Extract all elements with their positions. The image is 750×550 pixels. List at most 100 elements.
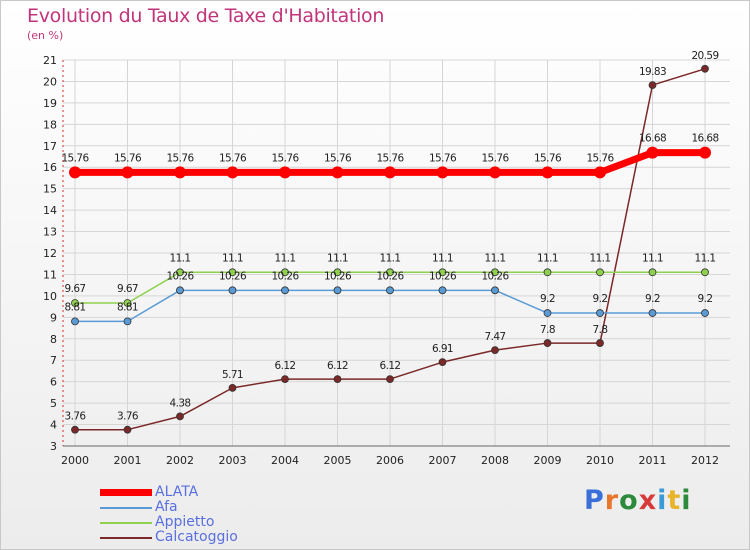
- data-point-afa: [281, 286, 289, 295]
- data-label-alata: 16.68: [639, 133, 666, 145]
- data-label-afa: 10.26: [166, 270, 194, 282]
- series-group: [69, 64, 711, 434]
- legend-label: Calcatoggio: [155, 529, 238, 545]
- data-point-afa: [71, 317, 79, 326]
- data-point-calcatoggio: [543, 339, 552, 347]
- data-label-afa: 10.26: [376, 270, 404, 282]
- data-point-afa: [176, 286, 184, 295]
- y-tick-label: 9: [50, 311, 57, 324]
- data-point-appietto: [386, 268, 394, 277]
- data-label-alata: 15.76: [219, 152, 247, 164]
- data-point-alata: [489, 166, 501, 179]
- y-tick-label: 14: [43, 204, 57, 217]
- y-tick-label: 20: [43, 75, 57, 88]
- data-point-alata: [121, 166, 134, 179]
- data-point-calcatoggio: [701, 64, 709, 73]
- data-label-calcatoggio: 19.83: [639, 66, 666, 78]
- data-point-afa: [491, 286, 499, 295]
- data-label-afa: 10.26: [429, 270, 457, 282]
- data-point-appietto: [701, 268, 709, 277]
- x-tick-label: 2001: [114, 454, 142, 467]
- y-tick-label: 11: [43, 268, 57, 281]
- data-label-alata: 15.76: [271, 152, 299, 164]
- data-point-afa: [333, 286, 342, 295]
- data-point-calcatoggio: [438, 358, 447, 367]
- data-label-alata: 15.76: [429, 152, 457, 164]
- data-label-appietto: 11.1: [432, 252, 453, 264]
- data-point-alata: [646, 146, 659, 159]
- data-point-appietto: [333, 268, 342, 277]
- data-label-calcatoggio: 6.91: [432, 343, 453, 355]
- data-point-calcatoggio: [123, 425, 132, 434]
- data-label-appietto: 11.1: [537, 252, 558, 264]
- data-point-appietto: [71, 299, 79, 307]
- data-label-appietto: 9.67: [117, 283, 138, 295]
- data-label-afa: 10.26: [324, 270, 352, 282]
- data-label-calcatoggio: 3.76: [117, 411, 139, 423]
- data-label-calcatoggio: 7.8: [540, 324, 555, 336]
- data-label-appietto: 11.1: [642, 252, 663, 264]
- data-label-afa: 10.26: [219, 270, 247, 282]
- data-point-calcatoggio: [228, 383, 237, 392]
- data-label-appietto: 11.1: [590, 252, 611, 264]
- data-point-alata: [594, 166, 606, 179]
- data-label-alata: 15.76: [114, 152, 142, 164]
- data-point-calcatoggio: [596, 339, 604, 347]
- data-point-afa: [701, 309, 709, 317]
- data-point-calcatoggio: [176, 412, 184, 421]
- data-point-afa: [543, 309, 552, 317]
- data-label-appietto: 11.1: [695, 252, 716, 264]
- data-point-afa: [123, 317, 132, 326]
- x-tick-label: 2000: [61, 454, 89, 467]
- data-point-alata: [331, 166, 344, 179]
- legend-swatch: [100, 522, 152, 524]
- data-label-afa: 8.81: [117, 301, 138, 313]
- data-label-alata: 15.76: [534, 152, 562, 164]
- data-label-alata: 15.76: [166, 152, 194, 164]
- data-label-afa: 10.26: [481, 270, 509, 282]
- x-tick-label: 2006: [376, 454, 404, 467]
- legend-label: Afa: [155, 499, 178, 515]
- x-tick-label: 2005: [324, 454, 352, 467]
- data-label-alata: 16.68: [691, 133, 718, 145]
- data-point-appietto: [281, 268, 289, 277]
- data-point-calcatoggio: [648, 81, 657, 89]
- y-tick-label: 21: [43, 54, 57, 67]
- data-label-alata: 15.76: [324, 152, 352, 164]
- y-tick-label: 18: [43, 118, 57, 131]
- chart-subtitle: (en %): [27, 29, 64, 42]
- data-point-afa: [228, 286, 237, 295]
- data-point-appietto: [228, 268, 237, 277]
- data-label-afa: 9.2: [593, 293, 608, 305]
- legend-swatch: [100, 507, 152, 509]
- data-label-appietto: 11.1: [485, 252, 506, 264]
- data-point-alata: [174, 166, 186, 179]
- x-tick-label: 2009: [534, 454, 562, 467]
- data-label-calcatoggio: 3.76: [65, 411, 87, 423]
- y-tick-label: 15: [43, 183, 57, 196]
- data-point-calcatoggio: [281, 375, 289, 383]
- y-tick-label: 8: [50, 333, 57, 346]
- data-label-alata: 15.76: [481, 152, 509, 164]
- data-labels: 3.76 3.76 4.38 5.71 6.12 6.12 6.12 6.91 7.47 7.8 7…: [61, 50, 719, 423]
- data-point-appietto: [176, 268, 184, 277]
- data-point-afa: [438, 286, 447, 295]
- data-point-alata: [436, 166, 449, 179]
- data-point-afa: [596, 309, 604, 317]
- data-label-calcatoggio: 6.12: [380, 360, 401, 372]
- data-label-appietto: 11.1: [222, 252, 243, 264]
- chart-title: Evolution du Taux de Taxe d'Habitation: [27, 5, 385, 27]
- data-point-appietto: [543, 268, 552, 277]
- data-label-calcatoggio: 20.59: [691, 50, 718, 62]
- legend-label: ALATA: [155, 484, 199, 500]
- x-tick-label: 2004: [271, 454, 299, 467]
- data-label-afa: 9.2: [698, 293, 713, 305]
- x-tick-label: 2003: [219, 454, 247, 467]
- data-point-appietto: [123, 299, 132, 307]
- data-label-afa: 9.2: [645, 293, 660, 305]
- data-label-calcatoggio: 6.12: [275, 360, 296, 372]
- x-tick-label: 2002: [166, 454, 194, 467]
- data-point-calcatoggio: [333, 375, 342, 383]
- y-tick-label: 12: [43, 247, 57, 260]
